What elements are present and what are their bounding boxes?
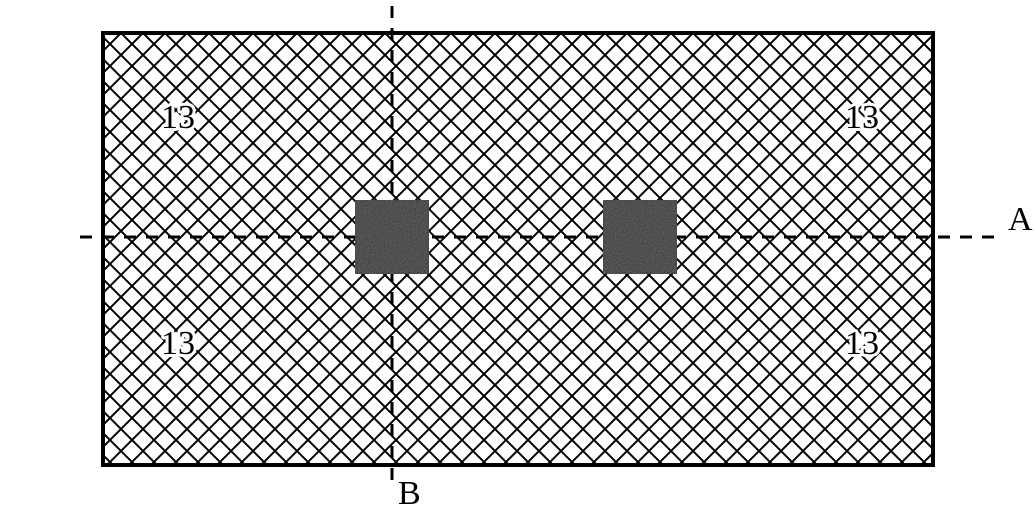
quadrant-label-1: 13 (161, 99, 195, 136)
axis-b-label: B (398, 475, 421, 509)
axis-a-label: A (1008, 201, 1033, 238)
quadrant-label-3: 13 (161, 325, 195, 362)
solid-square-2 (604, 201, 676, 273)
hatched-region (103, 33, 933, 465)
quadrant-label-4: 13 (845, 325, 879, 362)
diagram-canvas: AB1313131313131313 (0, 0, 1035, 509)
solid-square-1 (356, 201, 428, 273)
quadrant-label-2: 13 (845, 99, 879, 136)
